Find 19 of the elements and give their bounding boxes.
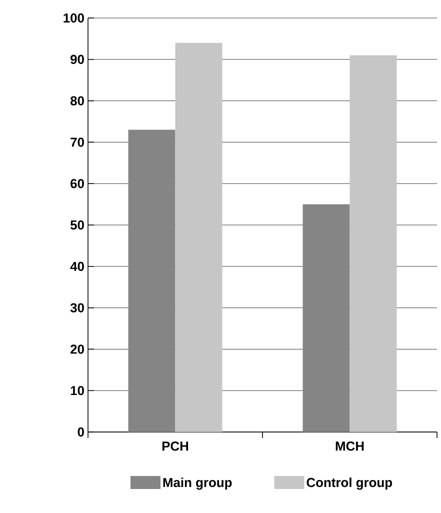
x-tick-label: PCH <box>162 442 188 451</box>
x-tick-label: MCH <box>336 442 364 451</box>
y-tick-label: 0 <box>78 427 84 437</box>
y-tick-label: 60 <box>70 179 84 188</box>
y-tick-label: 40 <box>70 262 84 271</box>
legend-label: Main group <box>163 478 232 490</box>
bar <box>128 130 176 432</box>
y-tick-label: 90 <box>70 54 84 64</box>
bar <box>175 42 222 432</box>
bar <box>302 204 350 432</box>
y-tick-label: 20 <box>70 344 84 354</box>
legend-label: Control group <box>306 478 392 490</box>
y-tick-label: 50 <box>70 220 84 230</box>
y-tick-label: 100 <box>64 13 84 23</box>
bar <box>350 55 397 432</box>
y-tick-label: 80 <box>70 96 84 106</box>
y-tick-label: 70 <box>70 138 84 147</box>
y-tick-label: 10 <box>70 386 84 396</box>
y-tick-label: 30 <box>70 303 84 312</box>
